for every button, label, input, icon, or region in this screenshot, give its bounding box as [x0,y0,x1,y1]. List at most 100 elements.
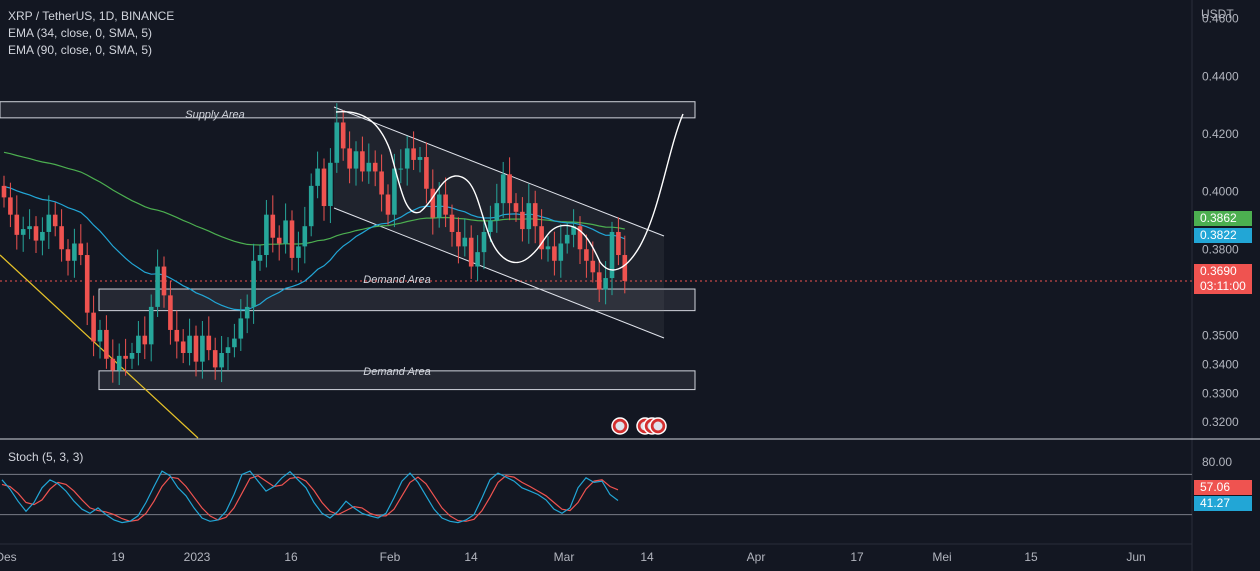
candle [430,169,436,235]
candle [526,183,532,244]
candle-body [225,347,231,353]
candle-body [200,335,205,362]
event-flag-icon [611,417,629,435]
candle [564,222,570,254]
candle [14,195,20,250]
x-tick-label: 14 [464,550,478,564]
candle-body [385,194,391,215]
candle-body [315,168,320,186]
candle [520,197,525,242]
candle-body [564,234,570,244]
candle [116,343,122,385]
candle [238,299,244,351]
candle [193,325,199,377]
candle-body [545,246,551,250]
candle-body [494,203,500,221]
candle [360,136,365,182]
candle [91,295,96,357]
candle-body [97,329,103,342]
x-tick-label: Apr [747,550,766,564]
candle [488,205,493,243]
candle-body [481,231,487,253]
candle [8,182,13,228]
candle [372,150,378,187]
stoch-d-line [1,475,619,522]
candle [379,154,384,212]
candle [97,319,103,359]
candle-body [257,255,263,261]
candle-body [584,249,589,261]
candle-body [168,295,173,330]
candle [283,203,288,254]
candle-body [27,226,32,230]
candle-body [328,162,333,207]
candle-body [334,122,340,163]
candle-body [283,220,288,244]
candle [500,161,506,218]
y-tick-label: 0.4200 [1202,127,1239,141]
candle-body [244,306,250,319]
candle-body [596,272,602,290]
y-tick-label: 0.3500 [1202,329,1239,343]
candle [417,146,423,173]
y-tick-label: 0.3800 [1202,242,1239,256]
candle [129,342,135,369]
candle-body [142,335,148,345]
candle [123,338,128,376]
zone-box [98,370,696,391]
candle [20,216,26,252]
candle [596,259,602,302]
x-tick-label: 2023 [184,550,211,564]
candle-body [302,226,308,247]
candle-body [379,171,384,195]
candle-body [270,214,276,238]
x-tick-label: 17 [850,550,864,564]
ema90-legend: EMA (90, close, 0, SMA, 5) [8,43,153,57]
candle-body [161,266,167,296]
candle [276,225,282,261]
x-tick-label: Des [0,550,17,564]
candle [347,131,352,184]
candle [545,236,551,262]
candle [46,195,52,249]
x-tick-label: Mar [554,550,575,564]
candle-body [526,203,532,230]
candle-body [116,355,122,371]
candle-body [417,157,423,160]
candle [33,216,39,254]
candle-body [513,203,519,212]
candle-body [289,220,295,258]
candle [232,323,237,358]
candle-body [475,252,480,267]
candle-body [296,246,301,258]
candle [212,337,218,380]
x-tick-label: 19 [111,550,125,564]
candle-body [110,358,116,371]
y-tick-label: 0.4000 [1202,185,1239,199]
candle-body [500,174,506,204]
candle [257,244,263,271]
candle [219,335,224,383]
candle [398,149,404,184]
candle [270,195,276,253]
candle-body [33,226,39,241]
candle [462,218,468,257]
candle-body [340,122,346,149]
candle [84,242,90,326]
projection-curve [335,111,684,271]
candle-body [622,255,628,281]
candle-body [232,338,237,348]
ema34-value-badge: 0.3822 [1194,228,1252,243]
candle-body [52,214,58,227]
demand-zone-label-upper: Demand Area [363,274,431,286]
flag-core [653,421,663,431]
candle-body [532,203,538,227]
candle-body [46,214,52,232]
candle [136,321,141,366]
candle-body [321,168,327,207]
candle-body [238,318,244,339]
candle [532,190,538,244]
candle-body [20,229,26,235]
candle [40,217,45,256]
